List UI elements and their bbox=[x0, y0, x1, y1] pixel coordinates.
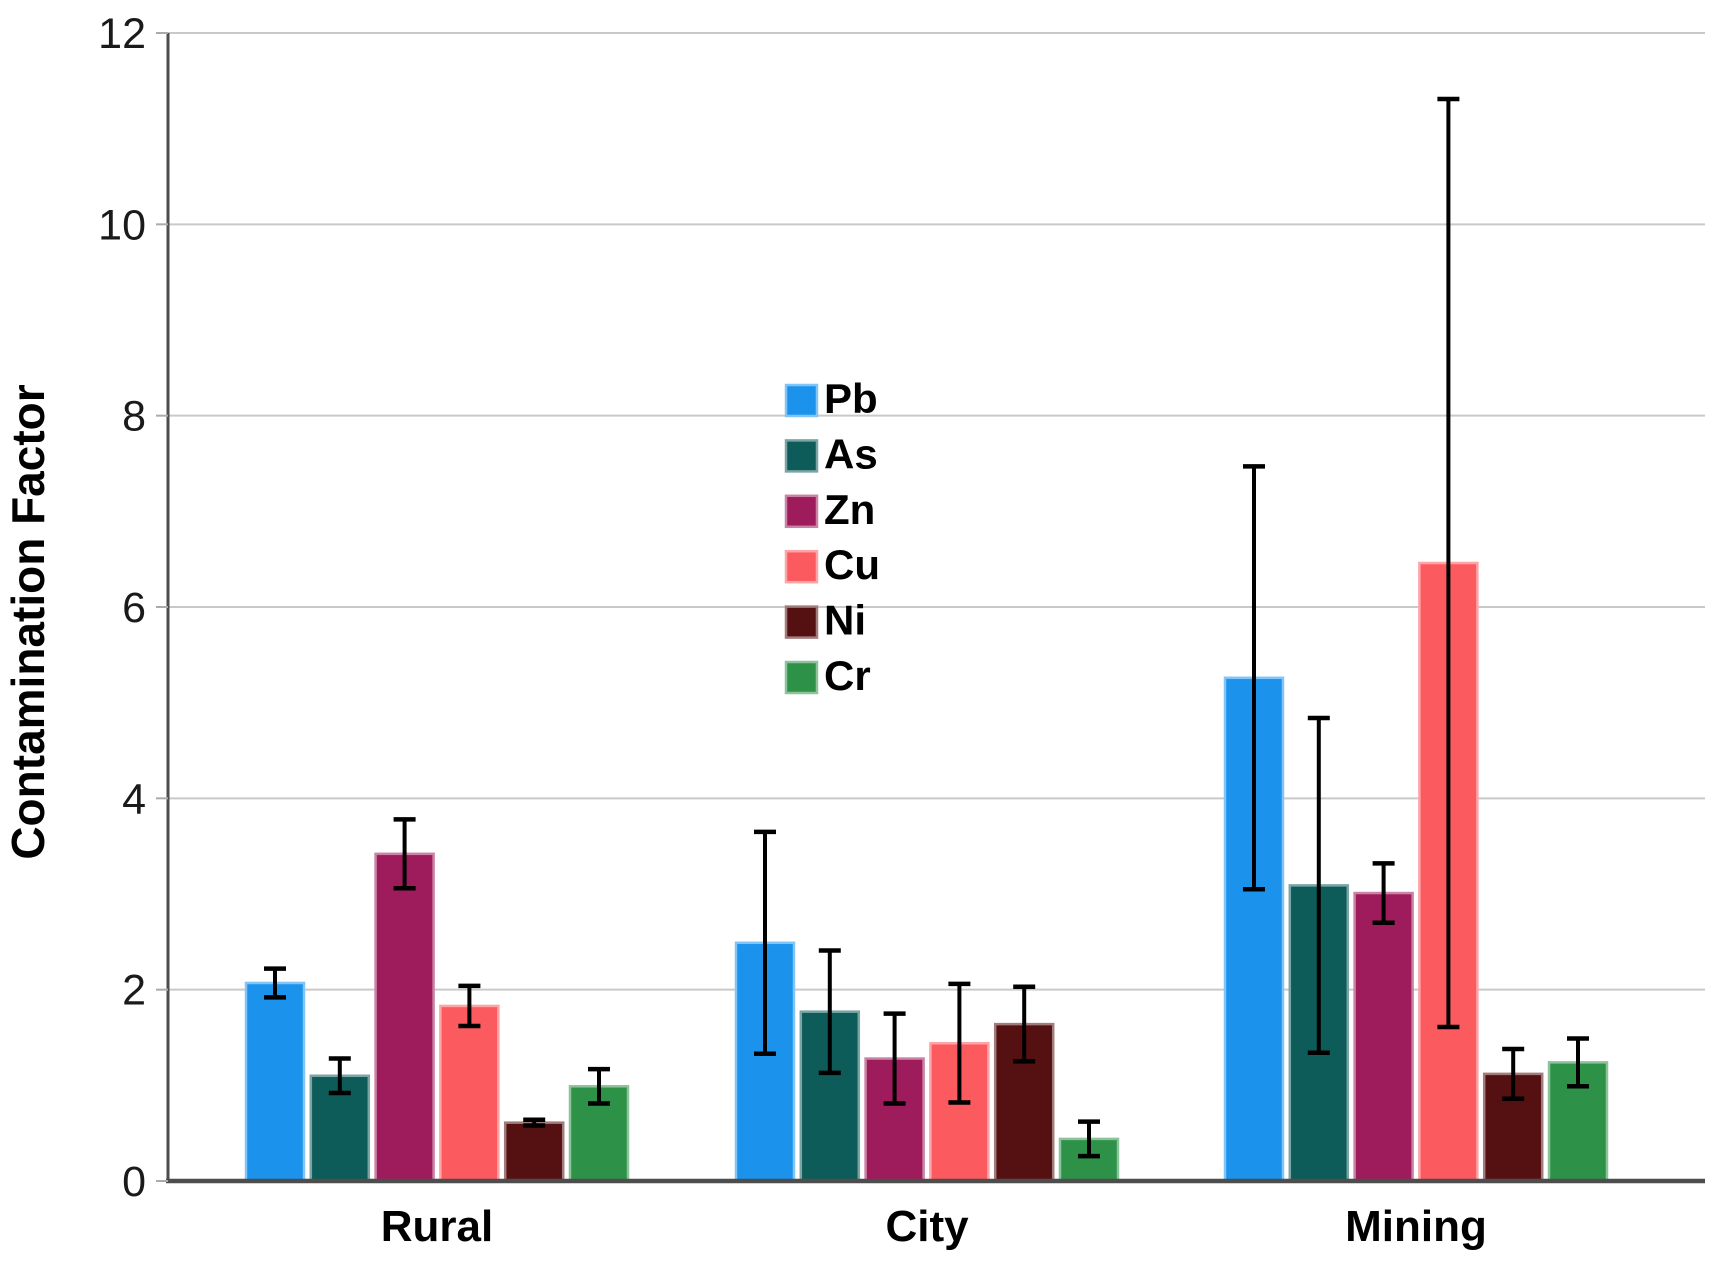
legend-swatch-ni bbox=[784, 605, 819, 639]
y-tick-label: 4 bbox=[122, 775, 146, 823]
bar-ni-rural bbox=[503, 1121, 565, 1183]
bar-pb-rural bbox=[244, 981, 306, 1183]
bar-zn-rural bbox=[374, 852, 435, 1183]
y-tick-label: 12 bbox=[98, 10, 146, 58]
legend: Pb As Zn Cu Ni Cr bbox=[784, 375, 880, 699]
legend-swatch-cu bbox=[784, 549, 819, 584]
y-tick-labels: 0 2 4 6 8 10 12 bbox=[98, 10, 146, 1206]
bar-cu-rural bbox=[439, 1004, 500, 1183]
legend-label-as: As bbox=[824, 430, 878, 477]
legend-label-cr: Cr bbox=[824, 652, 871, 699]
y-tick-label: 8 bbox=[122, 393, 146, 441]
legend-swatch-cr bbox=[784, 660, 819, 695]
legend-label-zn: Zn bbox=[824, 486, 875, 533]
y-tick-label: 2 bbox=[122, 967, 146, 1015]
legend-label-cu: Cu bbox=[824, 541, 880, 588]
x-category-labels: Rural City Mining bbox=[381, 1202, 1487, 1251]
category-label-rural: Rural bbox=[381, 1202, 493, 1251]
bar-zn-mining bbox=[1353, 891, 1414, 1183]
legend-label-pb: Pb bbox=[824, 375, 878, 422]
y-tick-label: 0 bbox=[122, 1158, 146, 1206]
legend-label-ni: Ni bbox=[824, 597, 866, 644]
y-tick-label: 10 bbox=[98, 201, 146, 249]
error-bars bbox=[264, 96, 1589, 1159]
category-label-city: City bbox=[885, 1202, 969, 1251]
y-axis-title: Contamination Factor bbox=[2, 384, 54, 859]
category-label-mining: Mining bbox=[1345, 1202, 1487, 1251]
legend-swatch-as bbox=[784, 439, 819, 473]
legend-swatch-zn bbox=[784, 494, 819, 529]
bars bbox=[244, 561, 1609, 1183]
axes bbox=[156, 32, 1705, 1184]
legend-swatch-pb bbox=[784, 383, 819, 418]
y-tick-label: 6 bbox=[122, 584, 146, 632]
